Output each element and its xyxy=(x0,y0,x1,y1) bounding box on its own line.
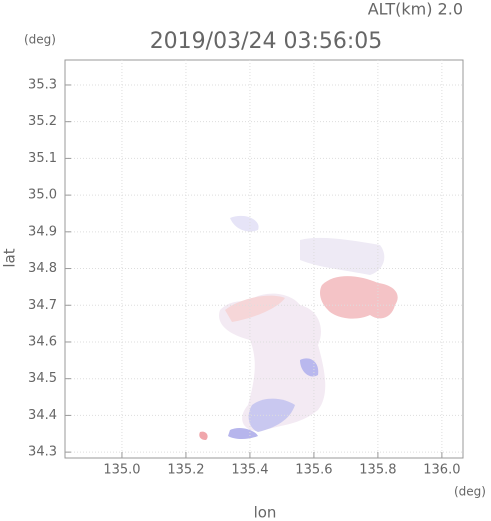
altitude-label: ALT(km) 2.0 xyxy=(368,0,463,19)
y-tick-label: 35.0 xyxy=(28,188,57,203)
x-unit: (deg) xyxy=(454,485,486,499)
echo-area xyxy=(248,398,295,432)
y-tick-label: 34.4 xyxy=(28,408,57,423)
x-tick-label: 135.8 xyxy=(359,463,396,478)
echo-area xyxy=(228,427,258,439)
y-tick-label: 34.8 xyxy=(28,261,57,276)
y-tick-label: 34.6 xyxy=(28,334,57,349)
x-tick-label: 135.0 xyxy=(103,463,140,478)
y-axis-label: lat xyxy=(1,248,19,267)
y-tick-label: 34.3 xyxy=(28,445,57,460)
chart-title: 2019/03/24 03:56:05 xyxy=(150,29,383,54)
y-tick-label: 34.7 xyxy=(28,298,57,313)
echo-area xyxy=(219,293,326,431)
echo-area xyxy=(300,358,319,377)
y-tick-label: 34.5 xyxy=(28,371,57,386)
echo-area xyxy=(225,295,285,322)
y-tick-label: 34.9 xyxy=(28,224,57,239)
x-tick-label: 136.0 xyxy=(423,463,460,478)
echo-area xyxy=(199,431,208,440)
plot-frame xyxy=(64,59,464,459)
radar-echo xyxy=(199,215,398,440)
echo-area xyxy=(320,276,398,319)
x-tick-label: 135.2 xyxy=(167,463,204,478)
y-tick-label: 35.2 xyxy=(28,114,57,129)
x-tick-label: 135.4 xyxy=(231,463,268,478)
y-tick-label: 35.1 xyxy=(28,151,57,166)
echo-area xyxy=(300,237,385,275)
x-tick-label: 135.6 xyxy=(295,463,332,478)
echo-area xyxy=(230,215,259,232)
y-unit: (deg) xyxy=(24,33,56,47)
x-axis-label: lon xyxy=(254,504,277,521)
y-tick-label: 35.3 xyxy=(28,77,57,92)
